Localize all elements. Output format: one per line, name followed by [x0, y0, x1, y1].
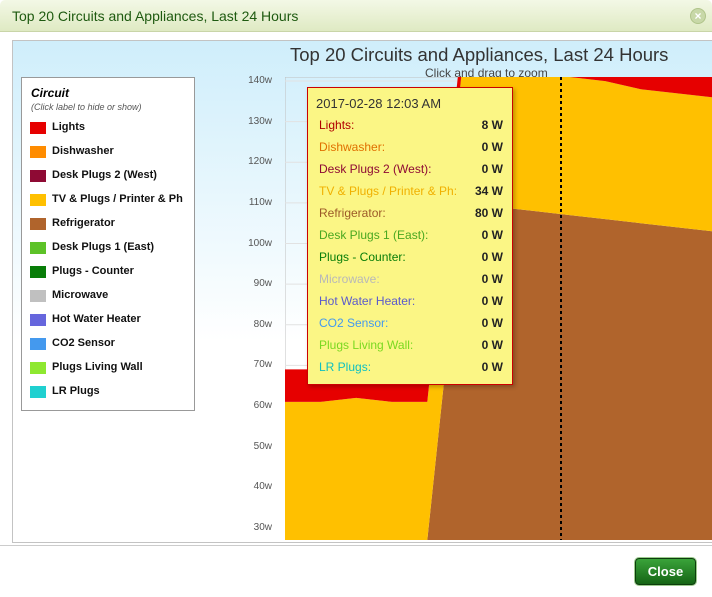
footer-divider	[0, 545, 712, 546]
close-icon[interactable]: ×	[690, 8, 706, 24]
tooltip-series-name: Refrigerator:	[319, 206, 386, 220]
legend-item[interactable]: Desk Plugs 1 (East)	[30, 240, 194, 256]
legend-swatch	[30, 338, 46, 350]
tooltip-series-value: 0 W	[481, 250, 503, 264]
tooltip-series-value: 8 W	[481, 118, 503, 132]
tooltip-series-name: LR Plugs:	[319, 360, 372, 374]
tooltip-row: LR Plugs: 0 W	[319, 360, 503, 376]
tooltip-row: TV & Plugs / Printer & Ph: 34 W	[319, 184, 503, 200]
tooltip-series-value: 34 W	[474, 184, 503, 198]
data-tooltip: 2017-02-28 12:03 AM Lights: 8 W Dishwasher…	[307, 87, 513, 385]
tooltip-row: Plugs - Counter: 0 W	[319, 250, 503, 266]
tooltip-row: Hot Water Heater: 0 W	[319, 294, 503, 310]
legend-swatch	[30, 362, 46, 374]
tooltip-series-value: 0 W	[481, 294, 503, 308]
legend-swatch	[30, 218, 46, 230]
legend-label: Desk Plugs 2 (West)	[52, 169, 157, 181]
legend-item[interactable]: Desk Plugs 2 (West)	[30, 168, 194, 184]
tooltip-series-value: 0 W	[481, 162, 503, 176]
legend-swatch	[30, 242, 46, 254]
legend-swatch	[30, 290, 46, 302]
dialog-titlebar: Top 20 Circuits and Appliances, Last 24 …	[0, 0, 712, 32]
tooltip-series-value: 0 W	[481, 316, 503, 330]
tooltip-series-name: CO2 Sensor:	[319, 316, 389, 330]
y-tick-label: 110w	[248, 196, 272, 208]
legend-swatch	[30, 194, 46, 206]
y-tick-label: 120w	[248, 156, 272, 168]
dialog-title: Top 20 Circuits and Appliances, Last 24 …	[12, 8, 299, 24]
legend-swatch	[30, 146, 46, 158]
legend-hint: (Click label to hide or show)	[31, 102, 142, 112]
tooltip-series-value: 0 W	[481, 360, 503, 374]
close-button[interactable]: Close	[635, 558, 696, 585]
tooltip-row: Dishwasher: 0 W	[319, 140, 503, 156]
legend-item[interactable]: CO2 Sensor	[30, 336, 194, 352]
legend-item[interactable]: Microwave	[30, 288, 194, 304]
legend-label: LR Plugs	[52, 385, 100, 397]
legend-title: Circuit	[31, 86, 70, 100]
tooltip-series-name: Lights:	[319, 118, 355, 132]
legend-label: Plugs Living Wall	[52, 361, 143, 373]
chart-title: Top 20 Circuits and Appliances, Last 24 …	[290, 44, 669, 65]
tooltip-series-value: 0 W	[481, 338, 503, 352]
legend-swatch	[30, 314, 46, 326]
legend-item[interactable]: TV & Plugs / Printer & Ph	[30, 192, 194, 208]
legend-label: Refrigerator	[52, 217, 115, 229]
legend-label: Dishwasher	[52, 145, 114, 157]
tooltip-series-value: 0 W	[481, 272, 503, 286]
legend-item[interactable]: Plugs - Counter	[30, 264, 194, 280]
tooltip-row: CO2 Sensor: 0 W	[319, 316, 503, 332]
legend-label: Lights	[52, 121, 85, 133]
tooltip-series-name: Plugs Living Wall:	[319, 338, 414, 352]
tooltip-series-name: Desk Plugs 2 (West):	[319, 162, 432, 176]
legend-label: Plugs - Counter	[52, 265, 134, 277]
tooltip-row: Microwave: 0 W	[319, 272, 503, 288]
y-tick-label: 30w	[253, 521, 272, 533]
legend-swatch	[30, 170, 46, 182]
legend-label: Desk Plugs 1 (East)	[52, 241, 155, 253]
y-tick-label: 100w	[248, 237, 272, 249]
legend-item[interactable]: Refrigerator	[30, 216, 194, 232]
legend-swatch	[30, 122, 46, 134]
legend-label: Hot Water Heater	[52, 313, 141, 325]
y-tick-label: 140w	[248, 75, 272, 87]
tooltip-series-name: Microwave:	[319, 272, 380, 286]
y-tick-label: 60w	[253, 399, 272, 411]
legend-label: Microwave	[52, 289, 109, 301]
tooltip-series-value: 80 W	[474, 206, 503, 220]
tooltip-row: Lights: 8 W	[319, 118, 503, 134]
legend-label: CO2 Sensor	[52, 337, 115, 349]
legend-item[interactable]: Hot Water Heater	[30, 312, 194, 328]
y-tick-label: 40w	[253, 481, 272, 493]
tooltip-series-name: TV & Plugs / Printer & Ph:	[319, 184, 458, 198]
legend-item[interactable]: Lights	[30, 120, 194, 136]
area-tv	[285, 77, 712, 540]
tooltip-series-value: 0 W	[481, 228, 503, 242]
tooltip-row: Desk Plugs 1 (East): 0 W	[319, 228, 503, 244]
y-tick-label: 90w	[253, 278, 272, 290]
y-tick-label: 50w	[253, 440, 272, 452]
legend-item[interactable]: Dishwasher	[30, 144, 194, 160]
tooltip-series-name: Hot Water Heater:	[319, 294, 416, 308]
tooltip-row: Desk Plugs 2 (West): 0 W	[319, 162, 503, 178]
tooltip-series-value: 0 W	[481, 140, 503, 154]
legend-swatch	[30, 266, 46, 278]
tooltip-row: Plugs Living Wall: 0 W	[319, 338, 503, 354]
tooltip-series-name: Desk Plugs 1 (East):	[319, 228, 429, 242]
tooltip-series-name: Dishwasher:	[319, 140, 386, 154]
legend-item[interactable]: Plugs Living Wall	[30, 360, 194, 376]
legend-swatch	[30, 386, 46, 398]
tooltip-date: 2017-02-28 12:03 AM	[316, 96, 442, 111]
y-tick-label: 80w	[253, 318, 272, 330]
y-tick-label: 130w	[248, 115, 272, 127]
legend-item[interactable]: LR Plugs	[30, 384, 194, 400]
tooltip-row: Refrigerator: 80 W	[319, 206, 503, 222]
tooltip-series-name: Plugs - Counter:	[319, 250, 406, 264]
y-tick-label: 70w	[253, 359, 272, 371]
legend-label: TV & Plugs / Printer & Ph	[52, 193, 183, 205]
legend: Circuit (Click label to hide or show) Li…	[21, 77, 195, 411]
